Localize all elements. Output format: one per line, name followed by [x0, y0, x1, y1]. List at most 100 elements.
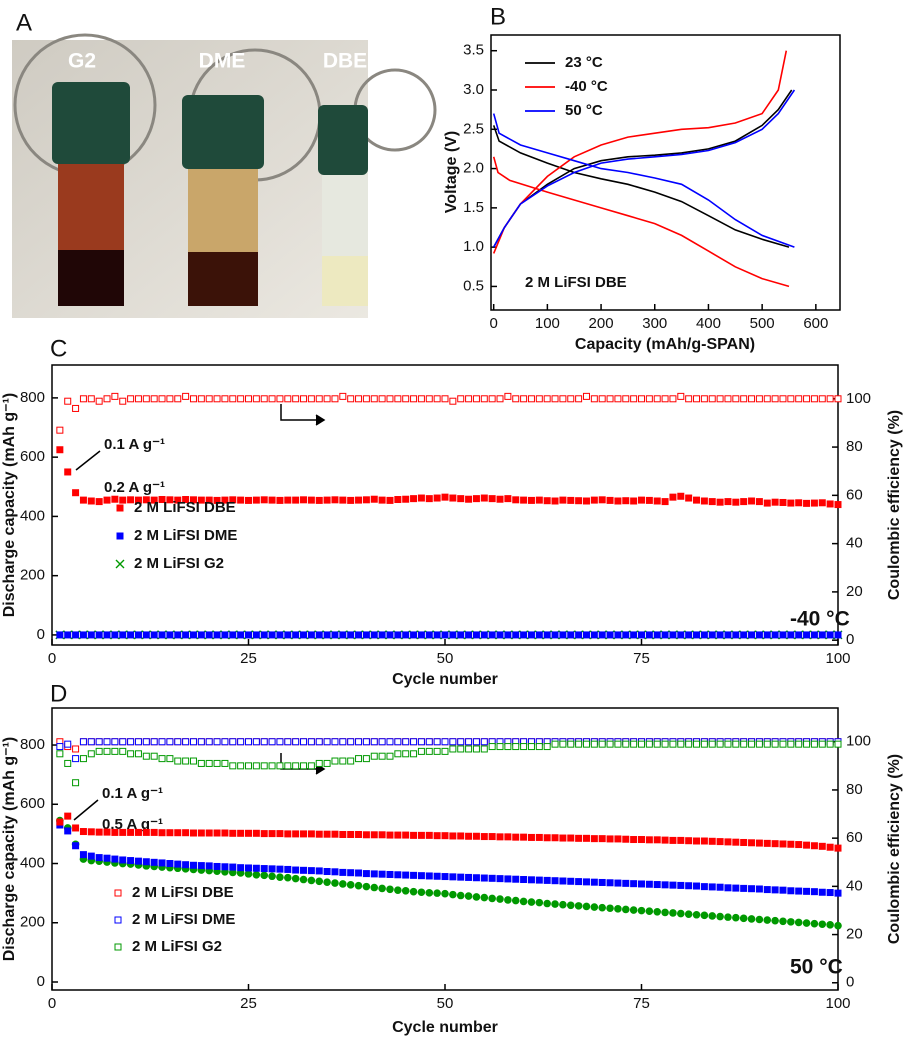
marker	[685, 740, 693, 748]
marker	[504, 631, 512, 639]
marker	[748, 395, 756, 403]
marker	[441, 832, 449, 840]
marker	[56, 426, 64, 434]
marker	[677, 392, 685, 400]
legend-label: 2 M LiFSI DBE	[134, 499, 236, 516]
marker	[826, 921, 834, 929]
marker	[64, 812, 72, 820]
x-tick-label: 300	[642, 315, 667, 332]
marker	[355, 395, 363, 403]
marker	[386, 738, 394, 746]
marker	[174, 631, 182, 639]
marker	[606, 631, 614, 639]
marker	[189, 738, 197, 746]
marker	[433, 631, 441, 639]
marker	[575, 395, 583, 403]
photo: A G2 DME DBE	[12, 9, 437, 318]
marker	[56, 743, 64, 751]
marker	[818, 499, 826, 507]
marker	[441, 738, 449, 746]
marker	[480, 631, 488, 639]
marker	[245, 631, 252, 639]
marker	[724, 498, 732, 506]
y2-tick-label: 100	[846, 733, 871, 750]
marker	[677, 631, 685, 639]
marker	[795, 841, 803, 849]
marker	[323, 868, 331, 876]
marker	[56, 631, 64, 639]
marker	[425, 631, 433, 639]
marker	[103, 496, 111, 504]
marker	[740, 838, 748, 846]
marker	[779, 740, 787, 748]
marker	[150, 631, 158, 639]
marker	[653, 395, 661, 403]
marker	[606, 879, 614, 887]
marker	[574, 902, 583, 910]
marker	[205, 631, 213, 639]
marker	[551, 900, 559, 908]
marker	[64, 397, 72, 405]
marker	[465, 738, 473, 746]
marker	[677, 740, 685, 748]
marker	[402, 750, 410, 758]
marker	[229, 762, 237, 770]
marker	[826, 395, 834, 403]
marker	[535, 743, 543, 751]
marker	[158, 738, 166, 746]
marker	[465, 832, 473, 840]
marker	[496, 495, 504, 503]
marker	[669, 395, 677, 403]
marker	[449, 832, 457, 840]
marker	[64, 631, 72, 639]
marker	[409, 887, 418, 896]
marker	[732, 838, 740, 846]
marker	[284, 865, 292, 873]
marker	[331, 879, 339, 887]
marker	[630, 836, 638, 844]
marker	[237, 864, 245, 872]
marker	[598, 496, 606, 504]
marker	[300, 496, 308, 504]
marker	[488, 874, 496, 882]
arrow	[73, 799, 99, 821]
marker	[433, 747, 441, 755]
marker	[803, 841, 811, 849]
marker	[166, 755, 174, 763]
marker	[347, 830, 355, 838]
marker	[56, 750, 64, 758]
marker	[56, 818, 64, 826]
marker	[284, 395, 292, 403]
marker	[331, 868, 339, 876]
marker	[527, 631, 535, 639]
marker	[496, 875, 504, 883]
marker	[370, 495, 378, 503]
marker	[174, 395, 182, 403]
marker	[803, 887, 811, 895]
marker	[111, 631, 119, 639]
marker	[417, 738, 425, 746]
y-tick-label: 600	[20, 448, 45, 465]
marker	[818, 920, 827, 929]
marker	[166, 738, 174, 746]
marker	[732, 631, 740, 639]
marker	[95, 828, 103, 836]
marker	[331, 757, 339, 765]
marker	[708, 912, 717, 920]
marker	[158, 755, 166, 763]
marker	[771, 631, 779, 639]
marker	[480, 494, 488, 502]
legend-swatch	[115, 559, 125, 569]
marker	[315, 738, 323, 746]
marker	[339, 757, 347, 765]
plot-frame	[490, 34, 841, 311]
marker	[661, 498, 669, 506]
marker	[72, 404, 80, 412]
marker	[197, 862, 205, 870]
marker	[496, 395, 504, 403]
marker	[826, 889, 834, 897]
marker	[716, 912, 724, 921]
marker	[307, 738, 315, 746]
marker	[740, 395, 748, 403]
marker	[347, 757, 355, 765]
